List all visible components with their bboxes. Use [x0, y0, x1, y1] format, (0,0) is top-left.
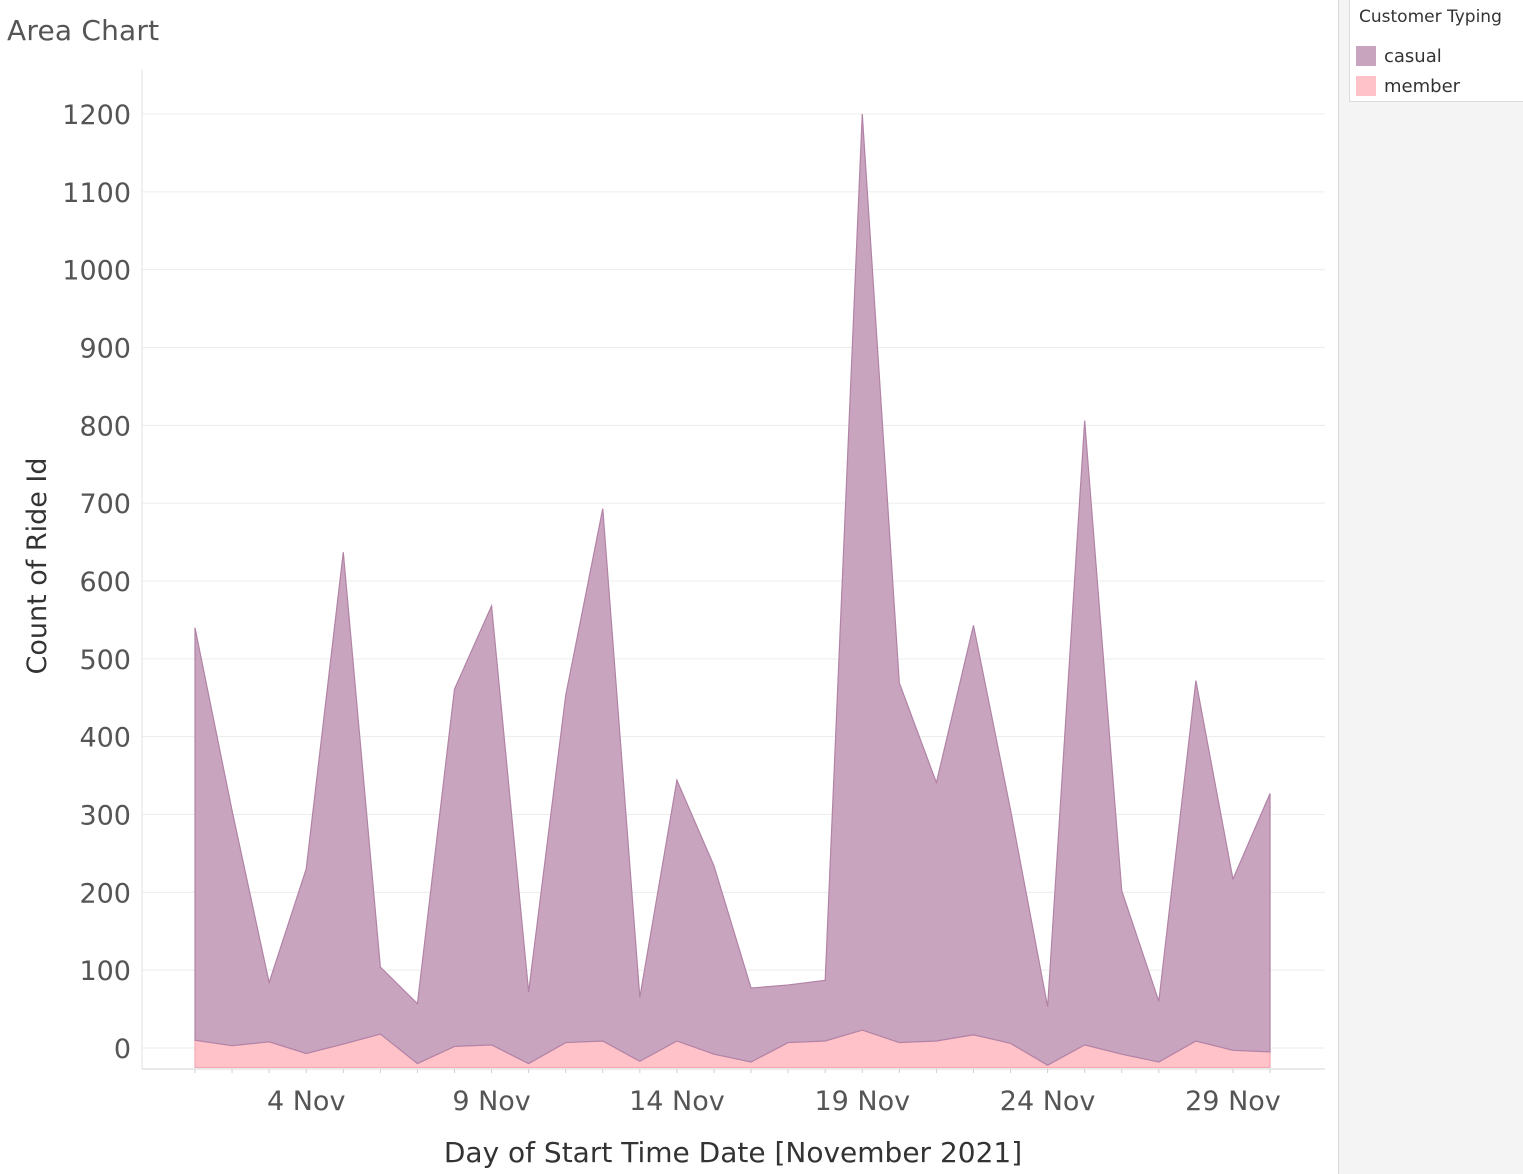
y-tick-label: 200	[79, 878, 131, 909]
legend-label-casual: casual	[1384, 45, 1442, 67]
y-tick-label: 800	[79, 411, 131, 442]
legend-swatch-casual	[1356, 46, 1376, 66]
y-tick-label: 300	[79, 801, 131, 832]
x-tick-label: 24 Nov	[1000, 1086, 1096, 1117]
legend-label-member: member	[1384, 75, 1461, 97]
y-tick-label: 400	[79, 723, 131, 754]
y-tick-label: 900	[79, 334, 131, 365]
area-casual	[194, 113, 1271, 1066]
area-chart: 0 100 200 300 400 500 600 700 800 900 1000 1100 1200…	[22, 70, 1325, 1169]
legend: Customer Typing casual member	[1349, 0, 1523, 102]
side-pane	[1338, 0, 1523, 1174]
legend-swatch-member	[1356, 76, 1376, 96]
x-axis-title: Day of Start Time Date [November 2021]	[444, 1136, 1022, 1169]
y-tick-label: 100	[79, 956, 131, 987]
x-tick-label: 9 Nov	[452, 1086, 530, 1117]
x-tick-label: 19 Nov	[814, 1086, 910, 1117]
y-tick-label: 1100	[62, 178, 131, 209]
x-tick-label: 29 Nov	[1185, 1086, 1281, 1117]
y-tick-label: 1000	[62, 256, 131, 287]
legend-title: Customer Typing	[1359, 7, 1502, 27]
y-tick-label: 700	[79, 489, 131, 520]
page-title: Area Chart	[7, 14, 160, 47]
y-tick-label: 600	[79, 567, 131, 598]
y-tick-label: 500	[79, 645, 131, 676]
y-tick-label: 0	[114, 1034, 131, 1065]
y-tick-label: 1200	[62, 100, 131, 131]
legend-item-casual[interactable]: casual	[1356, 45, 1442, 67]
x-tick-label: 14 Nov	[629, 1086, 725, 1117]
legend-item-member[interactable]: member	[1356, 75, 1460, 97]
y-axis-title: Count of Ride Id	[22, 457, 53, 674]
x-tick-label: 4 Nov	[267, 1086, 345, 1117]
